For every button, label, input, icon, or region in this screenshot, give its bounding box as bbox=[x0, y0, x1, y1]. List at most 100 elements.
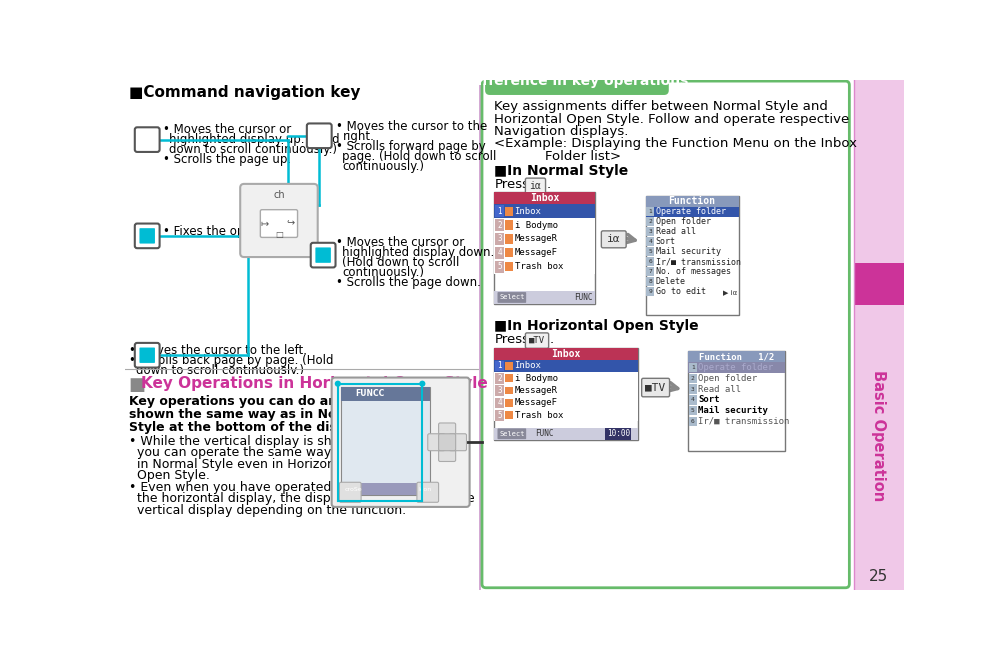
Text: • Moves the cursor to the: • Moves the cursor to the bbox=[336, 119, 487, 133]
Text: croSe: croSe bbox=[344, 487, 362, 492]
Text: Operate folder: Operate folder bbox=[697, 363, 772, 372]
FancyBboxPatch shape bbox=[449, 434, 466, 451]
Text: ▶ iα: ▶ iα bbox=[722, 288, 736, 294]
FancyBboxPatch shape bbox=[481, 81, 849, 588]
Text: Mail security: Mail security bbox=[697, 406, 767, 415]
Text: 3: 3 bbox=[690, 387, 694, 392]
Text: vertical display depending on the function.: vertical display depending on the functi… bbox=[129, 504, 406, 517]
Text: you can operate the same way as: you can operate the same way as bbox=[129, 446, 349, 459]
Bar bbox=[494, 233, 504, 245]
Text: i Bodymo: i Bodymo bbox=[515, 374, 557, 383]
Bar bbox=[646, 257, 653, 266]
Text: 9: 9 bbox=[648, 289, 651, 294]
Text: Go to edit: Go to edit bbox=[655, 287, 705, 296]
Text: • Fixes the operation.: • Fixes the operation. bbox=[162, 225, 290, 238]
FancyBboxPatch shape bbox=[310, 243, 335, 267]
Bar bbox=[854, 80, 903, 590]
FancyBboxPatch shape bbox=[497, 428, 526, 439]
Text: Horizontal Open Style. Follow and operate respective: Horizontal Open Style. Follow and operat… bbox=[493, 113, 849, 126]
Text: 7: 7 bbox=[648, 269, 651, 274]
Text: • Scrolls the page down.: • Scrolls the page down. bbox=[336, 276, 480, 289]
Text: Mail security: Mail security bbox=[655, 247, 720, 256]
FancyBboxPatch shape bbox=[497, 292, 526, 303]
Text: FUNC: FUNC bbox=[574, 293, 592, 302]
FancyBboxPatch shape bbox=[134, 223, 159, 248]
Bar bbox=[645, 196, 738, 207]
Text: continuously.): continuously.) bbox=[342, 266, 424, 279]
Bar bbox=[494, 361, 504, 371]
Text: down to scroll continuously.): down to scroll continuously.) bbox=[135, 364, 303, 377]
Bar bbox=[645, 207, 738, 217]
Bar bbox=[494, 205, 504, 217]
FancyBboxPatch shape bbox=[139, 228, 154, 243]
FancyBboxPatch shape bbox=[641, 379, 669, 396]
Bar bbox=[494, 385, 504, 396]
Text: Ir/■ transmission: Ir/■ transmission bbox=[697, 417, 788, 426]
FancyBboxPatch shape bbox=[139, 347, 154, 363]
Bar bbox=[341, 387, 429, 495]
Bar bbox=[854, 263, 903, 305]
Text: MessageR: MessageR bbox=[515, 386, 557, 395]
Text: Sort: Sort bbox=[697, 395, 719, 404]
Bar bbox=[688, 374, 696, 383]
Bar bbox=[646, 247, 653, 256]
Text: 5: 5 bbox=[497, 411, 502, 420]
Text: 8: 8 bbox=[648, 279, 651, 284]
Text: 5: 5 bbox=[690, 408, 694, 413]
FancyBboxPatch shape bbox=[525, 333, 548, 348]
Bar bbox=[493, 409, 637, 422]
Bar bbox=[688, 406, 696, 415]
Text: Select: Select bbox=[498, 294, 525, 300]
Text: • While the vertical display is shown,: • While the vertical display is shown, bbox=[129, 434, 361, 448]
Bar bbox=[505, 207, 513, 216]
Bar bbox=[505, 399, 513, 407]
Bar bbox=[493, 360, 637, 372]
Text: • Moves the cursor to the left.: • Moves the cursor to the left. bbox=[129, 343, 307, 357]
Bar bbox=[646, 288, 653, 296]
Text: 3: 3 bbox=[497, 386, 502, 395]
Text: in Normal Style even in Horizontal: in Normal Style even in Horizontal bbox=[129, 457, 351, 471]
Text: Inbox: Inbox bbox=[515, 207, 541, 215]
Bar bbox=[505, 262, 513, 271]
Bar bbox=[688, 363, 696, 372]
Text: Open folder: Open folder bbox=[655, 217, 710, 226]
Text: Press: Press bbox=[493, 333, 529, 346]
Text: Function: Function bbox=[668, 196, 715, 206]
Text: • Scrolls forward page by: • Scrolls forward page by bbox=[336, 140, 485, 152]
FancyBboxPatch shape bbox=[525, 178, 545, 194]
Bar bbox=[493, 218, 595, 232]
Circle shape bbox=[334, 381, 341, 387]
FancyBboxPatch shape bbox=[438, 423, 455, 440]
Bar bbox=[494, 398, 504, 408]
Text: highlighted display down.: highlighted display down. bbox=[342, 246, 494, 259]
Text: 2: 2 bbox=[497, 221, 502, 229]
Bar bbox=[646, 237, 653, 246]
Text: 10:00: 10:00 bbox=[606, 429, 629, 438]
Text: ■: ■ bbox=[128, 376, 145, 394]
Text: .: . bbox=[546, 178, 550, 191]
Bar bbox=[645, 196, 738, 315]
Text: Key Operations in Horizontal Open Style: Key Operations in Horizontal Open Style bbox=[140, 376, 487, 391]
Bar bbox=[687, 351, 784, 452]
Text: □: □ bbox=[275, 230, 283, 239]
Text: • Moves the cursor or: • Moves the cursor or bbox=[162, 123, 291, 137]
Text: 4: 4 bbox=[497, 398, 502, 408]
FancyBboxPatch shape bbox=[484, 68, 668, 95]
Bar bbox=[493, 232, 595, 246]
Text: ■In Normal Style: ■In Normal Style bbox=[493, 164, 628, 178]
Text: Key operations you can do are: Key operations you can do are bbox=[129, 395, 343, 408]
Text: ↦: ↦ bbox=[261, 219, 269, 229]
Text: Delete: Delete bbox=[655, 277, 685, 286]
FancyBboxPatch shape bbox=[339, 482, 361, 503]
Bar bbox=[687, 351, 784, 362]
Bar bbox=[125, 375, 477, 393]
Bar bbox=[688, 385, 696, 394]
FancyBboxPatch shape bbox=[134, 343, 159, 367]
Text: 6: 6 bbox=[690, 419, 694, 424]
Bar bbox=[494, 261, 504, 273]
Text: ch: ch bbox=[273, 190, 285, 200]
Text: iα: iα bbox=[607, 234, 620, 245]
Bar bbox=[493, 204, 595, 218]
Bar bbox=[493, 291, 595, 304]
Text: ■TV: ■TV bbox=[645, 383, 665, 392]
